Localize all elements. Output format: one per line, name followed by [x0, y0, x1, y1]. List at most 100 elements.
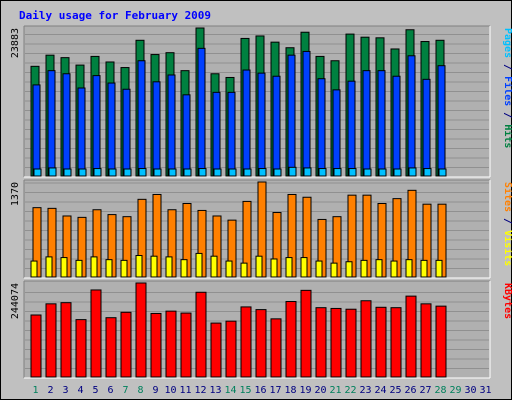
kbytes-bar [105, 317, 117, 378]
kbytes-bar [270, 318, 282, 378]
files-bar [92, 75, 101, 177]
legend-entry: / [502, 106, 512, 124]
pages-bar [348, 168, 357, 177]
visits-bar [315, 260, 323, 278]
pages-bar [333, 168, 342, 177]
files-bar [167, 74, 176, 177]
pages-bar [213, 168, 222, 177]
pages-bar [273, 168, 282, 177]
visits-bar [75, 259, 83, 278]
legend-entry: Files [502, 76, 512, 106]
visits-bar [60, 257, 68, 278]
legend-entry: Pages [502, 28, 512, 58]
kbytes-bar [375, 306, 387, 378]
kbytes-bar [225, 320, 237, 378]
visits-bar [285, 257, 293, 278]
kbytes-bar [90, 289, 102, 378]
visits-bar [90, 256, 98, 278]
pages-bar [78, 168, 87, 177]
x-tick-label: 17 [269, 385, 281, 396]
files-bar [422, 78, 431, 177]
pages-bar [258, 168, 267, 177]
x-tick-label: 23 [359, 385, 371, 396]
pages-bar [288, 166, 297, 177]
visits-bar [390, 260, 398, 278]
x-tick-label: 5 [92, 385, 98, 396]
files-bar [317, 78, 326, 177]
kbytes-bar [360, 300, 372, 378]
pages-bar [48, 167, 57, 177]
x-tick-label: 29 [449, 385, 461, 396]
kbytes-bar [240, 306, 252, 378]
visits-bar [240, 262, 248, 278]
files-bar [242, 69, 251, 177]
pages-bar [408, 167, 417, 177]
visits-bar [195, 252, 203, 278]
x-tick-label: 14 [224, 385, 236, 396]
files-bar [437, 65, 446, 177]
kbytes-bar [300, 289, 312, 378]
x-tick-label: 6 [107, 385, 113, 396]
files-bar [302, 50, 311, 177]
x-tick-label: 1 [32, 385, 38, 396]
visits-bar [300, 257, 308, 278]
pages-bar [243, 168, 252, 177]
visits-bar [330, 262, 338, 278]
x-tick-label: 12 [194, 385, 206, 396]
x-tick-label: 3 [62, 385, 68, 396]
x-tick-label: 25 [389, 385, 401, 396]
middle-panel: 1370 Sites / Visits [10, 179, 512, 279]
pages-bar [393, 168, 402, 177]
kbytes-bar [285, 301, 297, 378]
kbytes-bar [45, 303, 57, 378]
visits-bar [105, 259, 113, 278]
legend-entry: Hits [502, 124, 512, 148]
kbytes-bar [345, 308, 357, 378]
pages-bar [378, 168, 387, 177]
x-tick-label: 8 [137, 385, 143, 396]
pages-bar [198, 168, 207, 177]
x-tick-label: 20 [314, 385, 326, 396]
pages-bar [63, 168, 72, 177]
x-tick-label: 26 [404, 385, 416, 396]
files-bar [257, 72, 266, 177]
pages-bar [438, 168, 447, 177]
x-tick-label: 28 [434, 385, 446, 396]
pages-bar [138, 168, 147, 177]
files-bar [407, 55, 416, 177]
files-bar [122, 88, 131, 177]
files-bar [137, 60, 146, 177]
x-tick-label: 24 [374, 385, 386, 396]
top-panel: 23883 Pages / Files / Hits [10, 25, 512, 178]
x-tick-label: 18 [284, 385, 296, 396]
kbytes-bar [405, 295, 417, 378]
legend-entry: / [502, 58, 512, 76]
visits-bar [435, 259, 443, 278]
kbytes-bar [330, 307, 342, 378]
kbytes-bar [60, 302, 72, 378]
kbytes-bar [30, 314, 42, 378]
files-bar [362, 70, 371, 177]
middle-legend: Sites / Visits [502, 182, 512, 266]
x-tick-label: 4 [77, 385, 83, 396]
pages-bar [423, 168, 432, 177]
x-tick-label: 21 [329, 385, 341, 396]
visits-bar [150, 255, 158, 278]
visits-bar [375, 259, 383, 278]
bottom-ymax-label: 244074 [10, 283, 21, 319]
visits-bar [135, 255, 143, 278]
pages-bar [33, 168, 42, 177]
x-tick-label: 11 [179, 385, 191, 396]
bottom-panel: 244074 KBytes [10, 280, 512, 379]
x-tick-label: 19 [299, 385, 311, 396]
files-bar [107, 82, 116, 177]
files-bar [212, 91, 221, 177]
top-ymax-label: 23883 [10, 28, 21, 58]
files-bar [347, 80, 356, 177]
pages-bar [108, 168, 117, 177]
files-bar [197, 47, 206, 177]
kbytes-bar [180, 312, 192, 378]
files-bar [62, 73, 71, 177]
visits-bar [225, 260, 233, 278]
